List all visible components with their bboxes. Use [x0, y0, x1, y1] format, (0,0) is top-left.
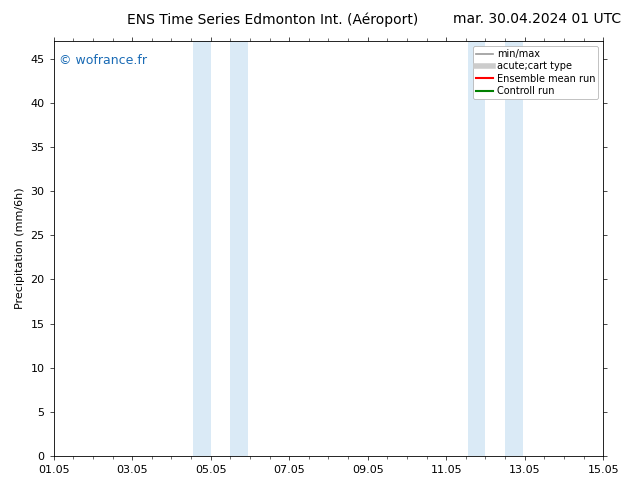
Legend: min/max, acute;cart type, Ensemble mean run, Controll run: min/max, acute;cart type, Ensemble mean …	[472, 46, 598, 99]
Y-axis label: Precipitation (mm/6h): Precipitation (mm/6h)	[15, 188, 25, 309]
Bar	[468, 41, 486, 456]
Bar	[230, 41, 248, 456]
Text: ENS Time Series Edmonton Int. (Aéroport): ENS Time Series Edmonton Int. (Aéroport)	[127, 12, 418, 27]
Bar	[505, 41, 522, 456]
Bar	[193, 41, 210, 456]
Text: mar. 30.04.2024 01 UTC: mar. 30.04.2024 01 UTC	[453, 12, 621, 26]
Text: © wofrance.fr: © wofrance.fr	[59, 54, 147, 67]
